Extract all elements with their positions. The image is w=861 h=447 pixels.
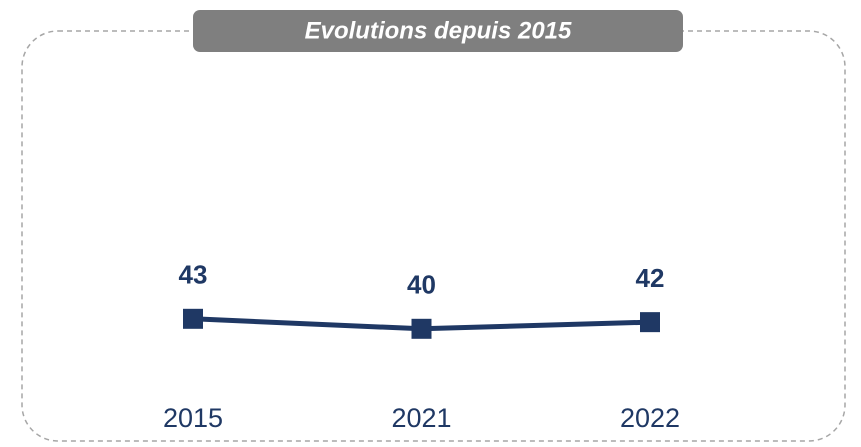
chart-title: Evolutions depuis 2015 <box>305 17 572 44</box>
x-tick-label: 2021 <box>391 403 451 433</box>
frame <box>21 30 846 442</box>
data-label: 40 <box>407 270 436 300</box>
title-box <box>193 10 683 52</box>
marker <box>183 308 203 329</box>
data-label: 42 <box>636 263 665 293</box>
marker <box>411 318 432 339</box>
marker <box>640 312 660 333</box>
x-tick-label: 2022 <box>620 403 680 433</box>
x-tick-label: 2015 <box>163 403 223 433</box>
data-label: 43 <box>179 260 208 290</box>
